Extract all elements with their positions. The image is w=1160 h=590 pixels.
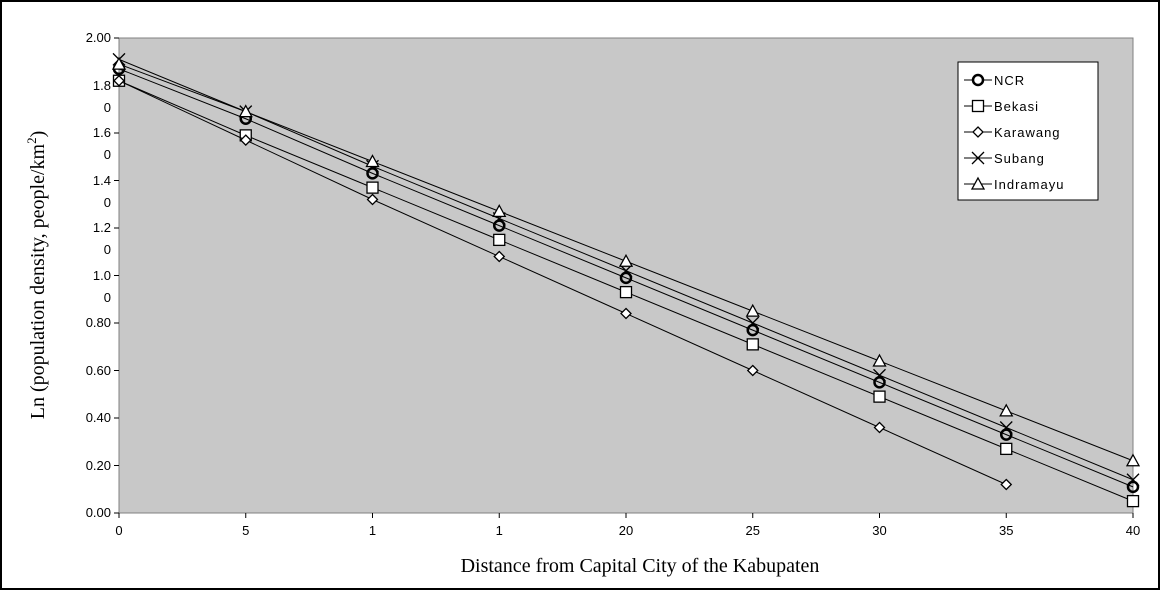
x-tick-label: 1 (496, 523, 503, 538)
y-axis-label: Ln (population density, people/km2) (24, 131, 49, 420)
marker (366, 167, 379, 180)
marker (999, 403, 1014, 417)
y-tick-label: 0.20 (85, 457, 111, 473)
marker (619, 285, 633, 299)
x-tick-label: 20 (619, 523, 633, 538)
marker (1125, 453, 1141, 467)
marker (493, 250, 506, 263)
y-tick-label: 1.2 0 (92, 220, 111, 257)
marker (1000, 428, 1013, 441)
marker (620, 307, 632, 320)
legend-label: Subang (994, 151, 1045, 166)
series-line (118, 68, 1134, 488)
marker (1126, 473, 1140, 487)
y-label-part: ) (27, 131, 49, 138)
marker (999, 421, 1013, 434)
y-label-part: Ln (population density, people/km (27, 143, 49, 419)
x-tick-label: 5 (242, 523, 249, 538)
marker (111, 56, 127, 70)
y-tick-label: 0.40 (85, 410, 111, 425)
y-tick-label: 0.80 (85, 315, 111, 330)
legend-marker (971, 151, 985, 165)
x-tick-label: 1 (369, 523, 376, 538)
marker (746, 338, 759, 351)
marker (872, 353, 887, 367)
marker (113, 74, 125, 87)
marker (492, 204, 507, 218)
marker (1126, 494, 1140, 508)
legend-label: Indramayu (994, 177, 1064, 192)
legend-label: NCR (994, 73, 1025, 88)
marker (493, 233, 506, 247)
x-tick-label: 30 (872, 523, 886, 538)
marker (746, 364, 759, 377)
marker (366, 181, 379, 194)
y-tick-label: 1.4 0 (92, 172, 111, 210)
marker (745, 303, 760, 317)
marker (366, 193, 379, 206)
marker (1126, 480, 1140, 494)
y-tick-label: 2.00 (85, 30, 111, 45)
y-tick-label: 1.0 0 (92, 267, 111, 305)
y-label-sup: 2 (24, 137, 39, 144)
legend-marker (971, 99, 985, 113)
y-tick-label: 0.00 (85, 505, 111, 520)
marker (746, 323, 759, 337)
marker (1000, 442, 1013, 456)
marker (239, 134, 252, 147)
marker (873, 421, 886, 434)
y-tick-label: 1.8 0 (92, 77, 111, 115)
legend-label: Karawang (994, 125, 1061, 140)
marker (873, 368, 886, 382)
x-tick-label: 0 (115, 523, 122, 538)
y-tick-label: 0.60 (85, 362, 111, 378)
y-tick-label: 1.6 0 (92, 125, 111, 162)
marker (746, 316, 760, 330)
x-tick-label: 40 (1126, 523, 1140, 538)
legend-marker (970, 176, 986, 190)
series-line (118, 80, 1007, 485)
legend-marker (971, 73, 985, 87)
legend-marker (972, 126, 984, 138)
marker (365, 154, 380, 168)
x-tick-label: 25 (746, 523, 760, 538)
marker (618, 253, 634, 267)
marker (873, 390, 886, 403)
x-tick-label: 35 (999, 523, 1013, 538)
marker (619, 271, 633, 285)
marker (238, 104, 253, 118)
marker (1000, 478, 1013, 491)
marker (873, 376, 886, 389)
x-axis-label: Distance from Capital City of the Kabupa… (461, 555, 820, 577)
legend-label: Bekasi (994, 99, 1039, 114)
marker (493, 219, 506, 232)
